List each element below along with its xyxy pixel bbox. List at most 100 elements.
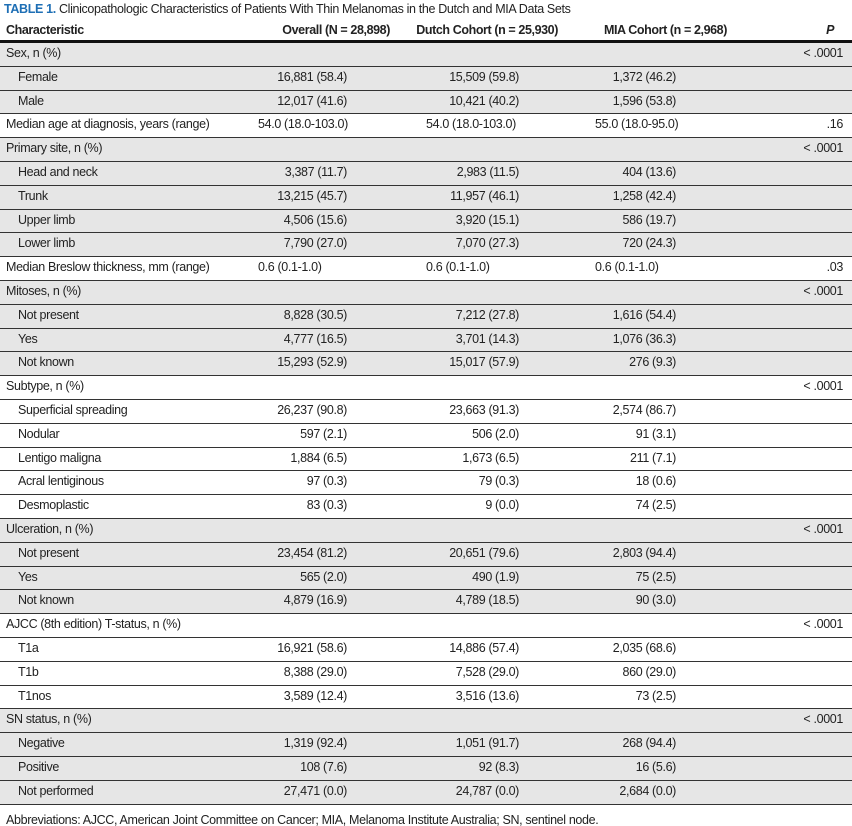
cell-dutch: 3,920 (15.1) — [455, 212, 520, 227]
table-section-row: Primary site, n (%) < .0001 — [0, 138, 852, 162]
cell-characteristic: Mitoses, n (%) — [6, 284, 81, 298]
cell-overall: 597 (2.1) — [300, 426, 347, 441]
cell-p-value: < .0001 — [803, 284, 843, 298]
cell-dutch: 9 (0.0) — [485, 498, 519, 513]
cell-p-value: < .0001 — [803, 46, 843, 60]
table-row: Desmoplastic 83 (0.3) 9 (0.0) 74 (2.5) — [0, 495, 852, 519]
cell-characteristic: Female — [18, 69, 58, 84]
caption-text: Clinicopathologic Characteristics of Pat… — [55, 2, 571, 16]
table-footnote: Abbreviations: AJCC, American Joint Comm… — [6, 813, 599, 826]
cell-characteristic: Nodular — [18, 426, 60, 441]
cell-mia: 55.0 (18.0-95.0) — [595, 117, 679, 132]
cell-mia: 16 (5.6) — [635, 760, 677, 774]
table-row: Nodular 597 (2.1) 506 (2.0) 91 (3.1) — [0, 424, 852, 448]
table-row: T1nos 3,589 (12.4) 3,516 (13.6) 73 (2.5) — [0, 686, 852, 710]
cell-overall: 1,884 (6.5) — [290, 450, 347, 465]
cell-overall: 23,454 (81.2) — [277, 545, 347, 560]
cell-characteristic: T1nos — [18, 688, 51, 703]
cell-characteristic: Primary site, n (%) — [6, 141, 103, 156]
table-row: Not known 15,293 (52.9) 15,017 (57.9) 276 (… — [0, 352, 852, 377]
cell-characteristic: Positive — [18, 760, 59, 774]
cell-characteristic: Superficial spreading — [18, 403, 128, 417]
cell-characteristic: Not known — [18, 355, 74, 370]
cell-dutch: 2,983 (11.5) — [456, 165, 520, 179]
cell-mia: 91 (3.1) — [635, 426, 677, 441]
cell-overall: 3,589 (12.4) — [283, 688, 348, 703]
cell-overall: 26,237 (90.8) — [277, 403, 347, 417]
cell-characteristic: Lower limb — [18, 236, 75, 251]
cell-mia: 586 (19.7) — [622, 212, 677, 227]
cell-characteristic: Acral lentiginous — [18, 474, 104, 489]
cell-overall: 4,506 (15.6) — [283, 212, 348, 227]
cell-overall: 1,319 (92.4) — [283, 736, 348, 751]
cell-dutch: 7,528 (29.0) — [455, 664, 520, 679]
cell-overall: 7,790 (27.0) — [283, 236, 348, 251]
caption-label: TABLE 1. — [4, 2, 56, 16]
cell-mia: 276 (9.3) — [629, 355, 676, 370]
table-section-row: Median Breslow thickness, mm (range) 0.6 … — [0, 257, 852, 281]
cell-characteristic: Lentigo maligna — [18, 450, 102, 465]
table-section-row: Subtype, n (%) < .0001 — [0, 376, 852, 400]
cell-overall: 15,293 (52.9) — [277, 355, 347, 370]
table-section-row: Mitoses, n (%) < .0001 — [0, 281, 852, 305]
cell-characteristic: T1a — [18, 641, 39, 655]
header-p: P — [826, 23, 834, 37]
table-row: Lentigo maligna 1,884 (6.5) 1,673 (6.5) 211… — [0, 448, 852, 472]
table-section-row: Sex, n (%) < .0001 — [0, 43, 852, 67]
cell-characteristic: Male — [18, 93, 44, 108]
cell-overall: 4,777 (16.5) — [283, 331, 348, 346]
table-row: Head and neck 3,387 (11.7) 2,983 (11.5) 404… — [0, 162, 852, 186]
header-characteristic: Characteristic — [6, 23, 84, 37]
table-row: Not present 23,454 (81.2) 20,651 (79.6) 2,8… — [0, 542, 852, 567]
cell-characteristic: Desmoplastic — [18, 498, 89, 513]
cell-characteristic: Yes — [18, 569, 38, 584]
cell-mia: 1,616 (54.4) — [612, 307, 677, 322]
table-row: Negative 1,319 (92.4) 1,051 (91.7) 268 (94.… — [0, 733, 852, 757]
table-section-row: AJCC (8th edition) T-status, n (%) < .000… — [0, 614, 852, 638]
cell-characteristic: Upper limb — [18, 212, 75, 227]
cell-dutch: 14,886 (57.4) — [449, 641, 519, 655]
cell-mia: 2,574 (86.7) — [612, 403, 677, 417]
table-row: Not present 8,828 (30.5) 7,212 (27.8) 1,616… — [0, 304, 852, 329]
table-row: T1a 16,921 (58.6) 14,886 (57.4) 2,035 (68.6… — [0, 638, 852, 662]
cell-characteristic: Not present — [18, 545, 79, 560]
table-row: Yes 4,777 (16.5) 3,701 (14.3) 1,076 (36.3) — [0, 328, 852, 353]
cell-p-value: < .0001 — [803, 712, 843, 727]
cell-overall: 8,828 (30.5) — [283, 307, 348, 322]
cell-dutch: 7,070 (27.3) — [455, 236, 520, 251]
cell-characteristic: Not known — [18, 593, 74, 608]
cell-p-value: < .0001 — [803, 522, 843, 536]
cell-dutch: 506 (2.0) — [472, 426, 519, 441]
table-header: Characteristic Overall (N = 28,898) Dutc… — [0, 20, 852, 43]
table-row: Upper limb 4,506 (15.6) 3,920 (15.1) 586 (1… — [0, 209, 852, 234]
cell-mia: 211 (7.1) — [630, 450, 676, 465]
table-row: Female 16,881 (58.4) 15,509 (59.8) 1,372 (4… — [0, 66, 852, 91]
cell-overall: 8,388 (29.0) — [283, 664, 348, 679]
cell-characteristic: Not performed — [18, 783, 94, 798]
cell-mia: 75 (2.5) — [635, 569, 677, 584]
cell-p-value: < .0001 — [803, 379, 843, 394]
cell-p-value: .03 — [826, 260, 844, 275]
table-section-row: Ulceration, n (%) < .0001 — [0, 519, 852, 543]
cell-characteristic: T1b — [18, 664, 39, 679]
cell-dutch: 23,663 (91.3) — [449, 403, 519, 417]
cell-characteristic: Head and neck — [18, 165, 98, 179]
cell-mia: 404 (13.6) — [622, 165, 677, 179]
cell-dutch: 10,421 (40.2) — [449, 93, 519, 108]
cell-overall: 12,017 (41.6) — [277, 93, 347, 108]
cell-overall: 3,387 (11.7) — [284, 165, 348, 179]
cell-dutch: 54.0 (18.0-103.0) — [426, 117, 516, 132]
cell-characteristic: Median age at diagnosis, years (range) — [6, 117, 210, 132]
cell-mia: 74 (2.5) — [635, 498, 677, 513]
cell-dutch: 490 (1.9) — [472, 569, 519, 584]
cell-dutch: 92 (8.3) — [478, 760, 520, 774]
table-row: Male 12,017 (41.6) 10,421 (40.2) 1,596 (53.… — [0, 90, 852, 115]
cell-overall: 54.0 (18.0-103.0) — [258, 117, 348, 132]
cell-dutch: 20,651 (79.6) — [449, 545, 519, 560]
cell-characteristic: Sex, n (%) — [6, 46, 61, 60]
cell-characteristic: Ulceration, n (%) — [6, 522, 94, 536]
cell-overall: 97 (0.3) — [306, 474, 348, 489]
cell-mia: 1,076 (36.3) — [612, 331, 677, 346]
cell-p-value: .16 — [826, 117, 844, 132]
